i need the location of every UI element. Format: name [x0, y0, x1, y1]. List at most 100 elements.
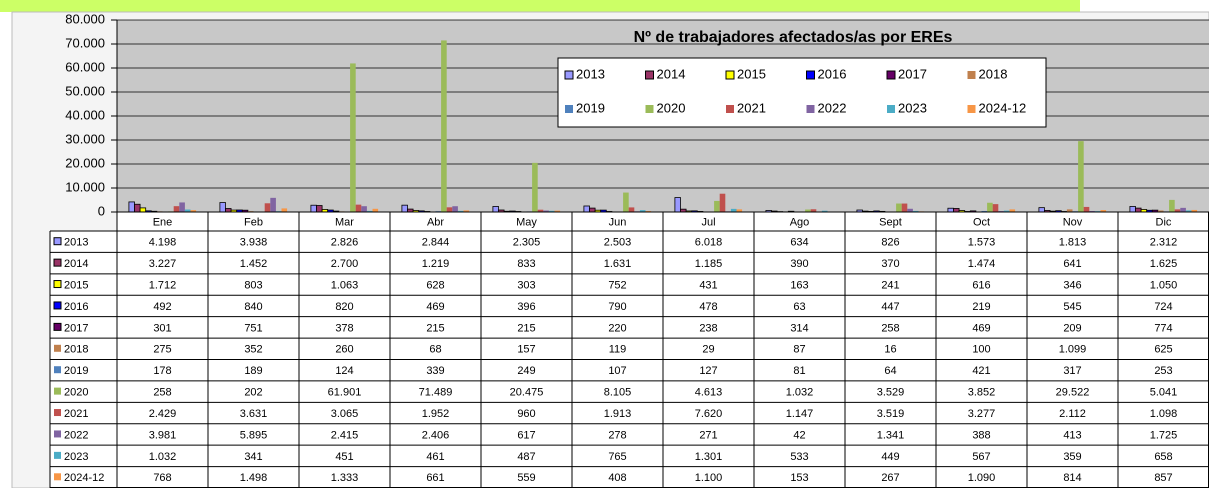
- bar: [554, 210, 561, 212]
- table-cell: 487: [517, 451, 535, 463]
- table-cell: 341: [244, 451, 262, 463]
- table-cell: 724: [1154, 301, 1172, 313]
- table-cell: 346: [1063, 279, 1081, 291]
- table-cell: 3.981: [149, 429, 177, 441]
- bar: [1169, 199, 1175, 212]
- table-cell: 1.032: [786, 387, 814, 399]
- table-cell: 1.712: [149, 279, 177, 291]
- bar: [446, 207, 453, 212]
- table-cell: 42: [793, 429, 805, 441]
- bar: [1100, 210, 1107, 212]
- top-strip: [0, 0, 1080, 12]
- bar: [714, 200, 720, 212]
- table-cell: 81: [793, 365, 805, 377]
- x-tick-label: Jun: [609, 216, 627, 228]
- table-cell: 826: [881, 237, 899, 249]
- table-cell: 303: [517, 279, 535, 291]
- table-cell: 752: [608, 279, 626, 291]
- table-cell: 241: [881, 279, 899, 291]
- legend-key: [806, 70, 815, 80]
- table-cell: 238: [699, 322, 717, 334]
- table-cell: 1.474: [968, 258, 996, 270]
- bar: [184, 209, 191, 212]
- legend-label: 2024-12: [979, 100, 1027, 115]
- table-cell: 2.844: [422, 237, 450, 249]
- table-key: [53, 237, 62, 246]
- legend-box: [557, 57, 1047, 128]
- bar: [350, 63, 356, 213]
- table-cell: 1.098: [1150, 408, 1178, 420]
- legend-key: [645, 70, 654, 80]
- bar: [366, 210, 373, 212]
- table-cell: 71.489: [419, 387, 453, 399]
- legend-label: 2017: [898, 66, 927, 81]
- table-cell: 8.105: [604, 387, 632, 399]
- legend-label: 2019: [576, 100, 605, 115]
- table-key: [54, 387, 61, 395]
- table-cell: 1.813: [1059, 237, 1087, 249]
- y-tick-label: 80.000: [65, 11, 105, 26]
- table-cell: 2.503: [604, 237, 632, 249]
- bar: [548, 210, 555, 212]
- table-cell: 1.050: [1150, 279, 1178, 291]
- bar: [1174, 209, 1181, 212]
- table-cell: 803: [244, 279, 262, 291]
- bar: [589, 207, 596, 213]
- table-cell: 5.041: [1150, 387, 1178, 399]
- y-tick-label: 0: [98, 203, 105, 218]
- table-cell: 390: [790, 258, 808, 270]
- bar: [623, 192, 629, 212]
- table-cell: 127: [699, 365, 717, 377]
- table-cell: 219: [972, 301, 990, 313]
- table-cell: 2.700: [331, 258, 359, 270]
- bar: [1129, 206, 1136, 213]
- bar: [1038, 207, 1045, 213]
- legend-key: [887, 105, 895, 113]
- table-cell: 768: [153, 472, 171, 484]
- bar: [674, 197, 681, 213]
- table-cell: 1.099: [1059, 344, 1087, 356]
- table-cell: 1.913: [604, 408, 632, 420]
- table-cell: 124: [335, 365, 353, 377]
- x-tick-label: Ene: [153, 216, 173, 228]
- bar: [139, 207, 147, 213]
- table-cell: 378: [335, 322, 353, 334]
- table-cell: 1.631: [604, 258, 632, 270]
- table-cell: 469: [426, 301, 444, 313]
- legend-key: [967, 105, 976, 113]
- table-cell: 275: [153, 344, 171, 356]
- bar: [1191, 209, 1198, 212]
- bar: [1066, 209, 1073, 212]
- legend-key: [886, 70, 896, 80]
- legend-label: 2016: [818, 66, 847, 81]
- table-cell: 258: [881, 322, 899, 334]
- chart-title: Nº de trabajadores afectados/as por EREs: [634, 29, 953, 46]
- table-cell: 215: [517, 322, 535, 334]
- table-cell: 449: [881, 451, 899, 463]
- table-row-label: 2016: [64, 301, 88, 313]
- table-cell: 1.185: [695, 258, 723, 270]
- bar: [1003, 210, 1010, 212]
- bar: [821, 210, 828, 212]
- table-cell: 61.901: [328, 387, 362, 399]
- legend-label: 2023: [898, 100, 927, 115]
- table-cell: 774: [1154, 322, 1172, 334]
- table-cell: 3.852: [968, 387, 996, 399]
- table-cell: 478: [699, 301, 717, 313]
- table-cell: 1.725: [1150, 429, 1178, 441]
- table-cell: 567: [972, 451, 990, 463]
- x-tick-label: May: [516, 216, 537, 228]
- bar: [463, 210, 470, 212]
- table-cell: 4.613: [695, 387, 723, 399]
- bar: [901, 203, 908, 212]
- table-cell: 107: [608, 365, 626, 377]
- bar: [719, 193, 726, 212]
- table-key: [53, 322, 62, 331]
- bar: [912, 210, 919, 212]
- bar: [532, 162, 538, 212]
- table-key: [53, 301, 62, 310]
- table-cell: 1.341: [877, 429, 905, 441]
- bar: [1135, 207, 1142, 213]
- bar: [1157, 210, 1164, 212]
- bar: [543, 210, 549, 212]
